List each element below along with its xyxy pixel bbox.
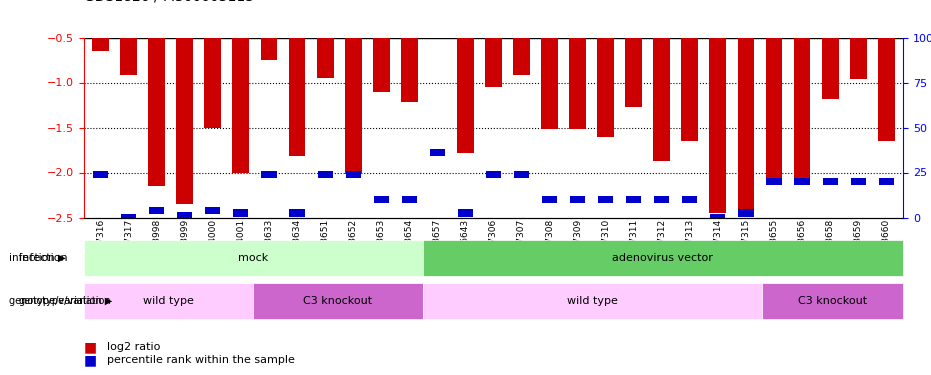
Bar [570,196,586,203]
Bar [93,171,108,178]
Text: log2 ratio: log2 ratio [107,342,160,352]
Bar [738,209,753,217]
Bar [401,0,418,102]
Bar [177,212,193,219]
Bar [627,196,641,203]
Text: infection: infection [19,253,67,263]
Bar [485,0,502,87]
Bar [401,196,417,203]
Bar [345,171,360,178]
Bar [541,0,558,129]
Text: ■: ■ [84,353,97,367]
Bar [766,178,782,185]
Text: wild type: wild type [567,296,618,306]
Bar [851,178,866,185]
Bar [710,214,725,221]
Bar [261,0,277,60]
Bar [709,0,726,213]
Bar [290,209,304,217]
Bar [344,0,361,174]
Bar [513,0,530,75]
Text: wild type: wild type [143,296,194,306]
Bar [121,214,136,221]
Bar [372,0,389,92]
Bar [598,0,614,136]
Bar [148,0,165,186]
Bar [205,0,222,128]
Bar [793,0,811,182]
Bar [626,0,642,107]
Bar [458,209,473,217]
Bar [822,0,839,99]
Bar [234,209,249,217]
Bar [317,0,333,78]
Bar [149,207,164,214]
Bar [823,178,838,185]
Bar [205,207,221,214]
Bar [457,0,474,153]
Bar [176,0,194,204]
Bar [794,178,810,185]
Bar [373,196,389,203]
Text: genotype/variation: genotype/variation [19,296,111,306]
Text: C3 knockout: C3 knockout [798,296,867,306]
Text: mock: mock [238,253,268,263]
Bar [737,0,754,210]
Bar [120,0,137,75]
Bar [879,178,894,185]
Bar [681,0,698,141]
Bar [429,0,446,38]
Bar [765,0,782,182]
Bar [262,171,277,178]
Bar [569,0,586,129]
Bar [317,171,332,178]
Bar [850,0,867,79]
Text: genotype/variation ▶: genotype/variation ▶ [9,296,113,306]
Text: percentile rank within the sample: percentile rank within the sample [107,355,295,365]
Text: C3 knockout: C3 knockout [304,296,372,306]
Text: GDS1826 / M300003113: GDS1826 / M300003113 [84,0,254,3]
Bar [598,196,614,203]
Bar [654,0,670,161]
Bar [430,149,445,156]
Bar [514,171,529,178]
Bar [682,196,697,203]
Text: infection ▶: infection ▶ [9,253,66,263]
Bar [654,196,669,203]
Bar [878,0,895,141]
Text: adenovirus vector: adenovirus vector [613,253,713,263]
Bar [289,0,305,156]
Bar [486,171,501,178]
Bar [233,0,250,172]
Text: ■: ■ [84,340,97,354]
Bar [92,0,109,51]
Bar [542,196,557,203]
